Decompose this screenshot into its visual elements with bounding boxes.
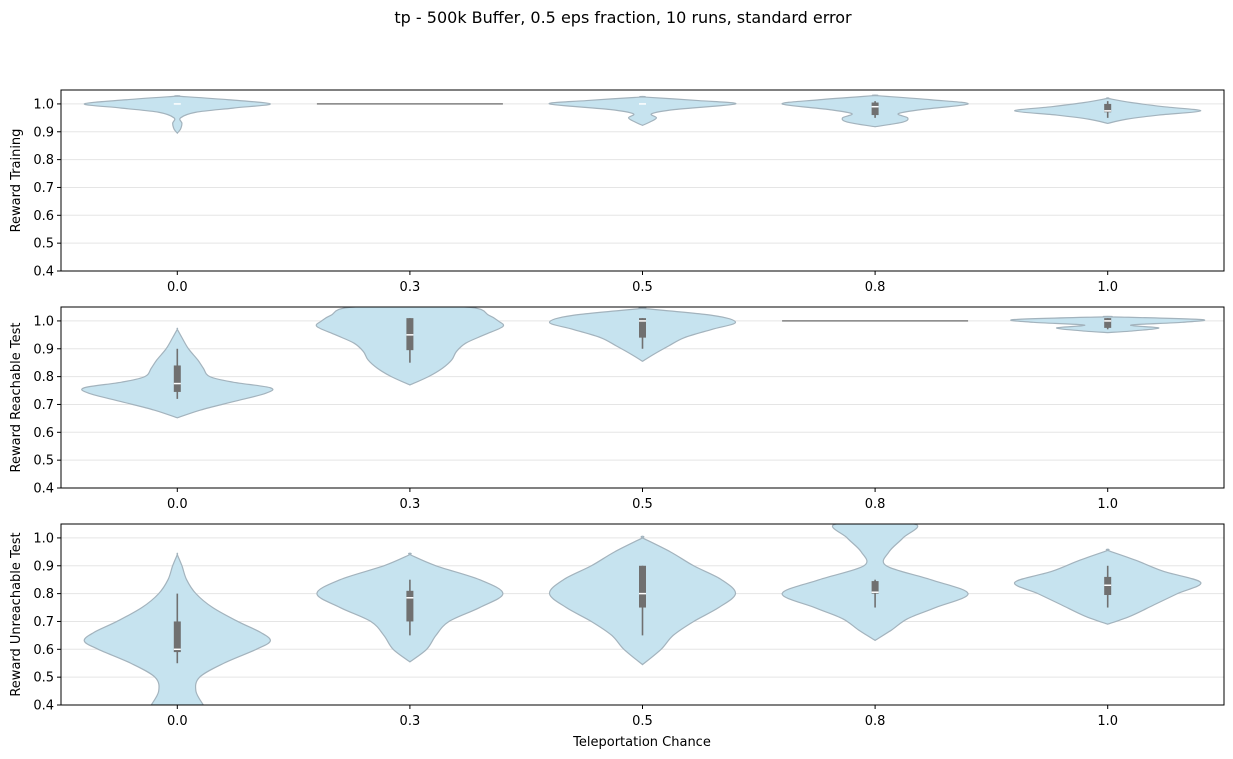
x-tick-label: 0.5 <box>632 280 653 295</box>
violins <box>83 94 1202 135</box>
y-tick-label: 0.4 <box>33 482 54 497</box>
iqr-box <box>173 365 181 392</box>
iqr-box <box>173 621 181 653</box>
x-tick-label: 0.0 <box>167 497 188 512</box>
y-tick-label: 1.0 <box>33 97 54 112</box>
x-tick-label: 0.5 <box>632 497 653 512</box>
y-tick-label: 0.6 <box>33 426 54 441</box>
iqr-box <box>1104 318 1112 328</box>
plot-frame <box>60 306 1225 489</box>
violin <box>548 95 737 127</box>
y-axis-label: Reward Training <box>9 129 24 233</box>
y-tick-label: 0.8 <box>33 370 54 385</box>
x-axis-label: Teleportation Chance <box>572 735 711 750</box>
x-tick-label: 0.0 <box>167 280 188 295</box>
y-tick-label: 0.5 <box>33 454 54 469</box>
x-tick-label: 0.5 <box>632 714 653 729</box>
panel-1: 0.4 0.5 0.6 0.7 0.8 0.9 1.0 0.0 0.3 0.5 0.8 1.0 Rewa… <box>9 89 1225 295</box>
y-tick-label: 0.9 <box>33 125 54 140</box>
iqr-box <box>406 590 414 622</box>
plot-frame <box>60 89 1225 272</box>
x-tick-label: 0.3 <box>400 280 421 295</box>
y-tick-label: 0.6 <box>33 209 54 224</box>
iqr-box <box>639 318 646 338</box>
y-tick-label: 0.4 <box>33 699 54 714</box>
violin <box>83 95 271 135</box>
y-tick-label: 0.8 <box>33 587 54 602</box>
chart-title: tp - 500k Buffer, 0.5 eps fraction, 10 r… <box>394 8 852 27</box>
violins <box>83 524 1202 705</box>
y-tick-label: 0.9 <box>33 559 54 574</box>
y-tick-label: 0.8 <box>33 153 54 168</box>
x-tick-label: 0.8 <box>865 280 886 295</box>
panel-3: 0.4 0.5 0.6 0.7 0.8 0.9 1.0 0.0 0.3 0.5 0.8 1.0 Rewa… <box>9 523 1225 729</box>
y-tick-label: 0.7 <box>33 615 54 630</box>
y-tick-label: 0.7 <box>33 398 54 413</box>
y-tick-label: 0.4 <box>33 265 54 280</box>
iqr-box <box>639 565 646 608</box>
y-tick-label: 1.0 <box>33 531 54 546</box>
y-tick-label: 0.5 <box>33 671 54 686</box>
y-tick-label: 0.7 <box>33 181 54 196</box>
violins <box>81 307 1206 419</box>
y-tick-label: 1.0 <box>33 314 54 329</box>
y-tick-label: 0.5 <box>33 237 54 252</box>
y-tick-label: 0.6 <box>33 643 54 658</box>
x-tick-label: 0.3 <box>400 714 421 729</box>
plot-frame <box>60 523 1225 706</box>
x-tick-label: 0.8 <box>865 714 886 729</box>
y-axis-label: Reward Reachable Test <box>9 323 24 473</box>
iqr-box <box>871 581 879 594</box>
x-tick-label: 0.3 <box>400 497 421 512</box>
y-tick-label: 0.9 <box>33 342 54 357</box>
iqr-box <box>871 102 879 116</box>
x-tick-label: 0.8 <box>865 497 886 512</box>
panels: 0.4 0.5 0.6 0.7 0.8 0.9 1.0 0.0 0.3 0.5 0.8 1.0 Rewa… <box>9 89 1225 729</box>
panel-2: 0.4 0.5 0.6 0.7 0.8 0.9 1.0 0.0 0.3 0.5 0.8 1.0 Rewa… <box>9 306 1225 512</box>
x-tick-label: 1.0 <box>1097 714 1118 729</box>
x-tick-label: 1.0 <box>1097 497 1118 512</box>
x-tick-label: 1.0 <box>1097 280 1118 295</box>
x-tick-label: 0.0 <box>167 714 188 729</box>
y-axis-label: Reward Unreachable Test <box>9 532 24 696</box>
iqr-box <box>1104 103 1112 113</box>
